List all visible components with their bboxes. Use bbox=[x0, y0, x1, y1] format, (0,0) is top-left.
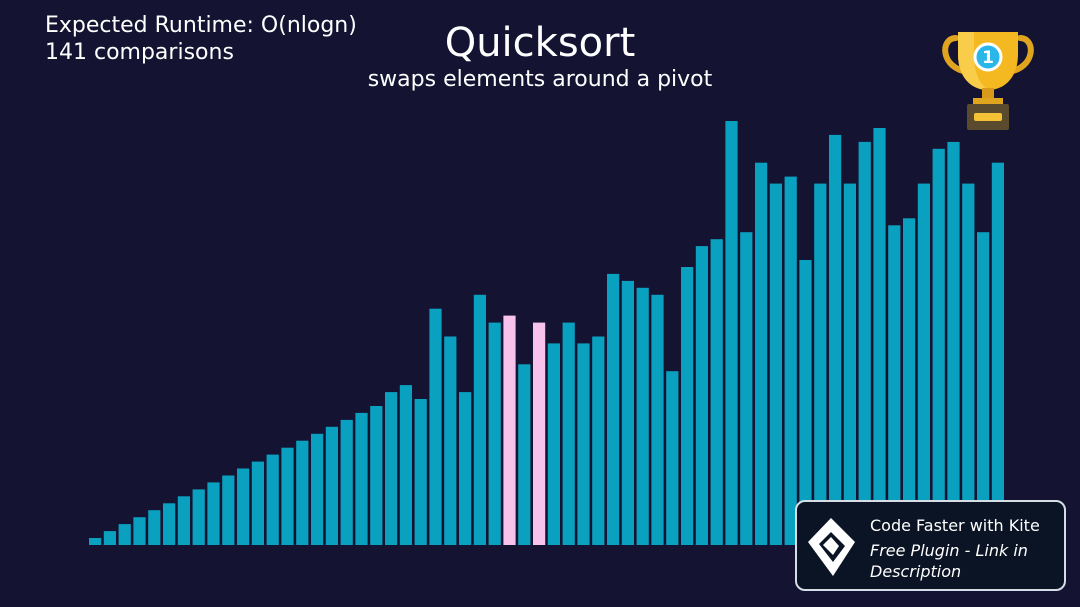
bar bbox=[370, 406, 383, 545]
bar bbox=[666, 371, 679, 545]
bar bbox=[932, 148, 945, 546]
trophy-icon: 1 bbox=[942, 32, 1034, 130]
bar bbox=[799, 260, 812, 545]
kite-promo-card[interactable]: Code Faster with Kite Free Plugin - Link… bbox=[795, 500, 1066, 591]
bar bbox=[991, 162, 1004, 545]
bar bbox=[755, 162, 768, 545]
pivot-bar bbox=[533, 322, 546, 545]
bar bbox=[784, 176, 797, 545]
bar bbox=[429, 308, 442, 545]
bar bbox=[962, 183, 975, 545]
bar bbox=[888, 225, 901, 546]
bar bbox=[903, 218, 916, 546]
bar bbox=[488, 322, 501, 545]
bar bbox=[414, 399, 427, 545]
bar bbox=[148, 510, 161, 545]
bar bbox=[281, 447, 294, 545]
bar bbox=[947, 141, 960, 545]
bar bbox=[133, 517, 146, 545]
bar bbox=[858, 141, 871, 545]
pivot-bar bbox=[503, 315, 516, 545]
bar bbox=[385, 392, 398, 545]
bar bbox=[607, 273, 620, 545]
bar bbox=[192, 489, 205, 545]
bar bbox=[177, 496, 190, 545]
bar bbox=[621, 280, 634, 545]
bar bbox=[444, 336, 457, 545]
bar bbox=[740, 232, 753, 545]
bar bbox=[577, 343, 590, 545]
bar bbox=[814, 183, 827, 545]
bar bbox=[118, 524, 131, 545]
bar bbox=[311, 433, 324, 545]
expected-runtime-label: Expected Runtime: O(nlogn) bbox=[45, 13, 357, 38]
promo-title: Code Faster with Kite bbox=[870, 516, 1040, 535]
promo-subtitle: Free Plugin - Link in Description bbox=[870, 541, 1028, 581]
bar bbox=[547, 343, 560, 545]
bar bbox=[843, 183, 856, 545]
bar bbox=[873, 128, 886, 545]
bar bbox=[340, 419, 353, 545]
bar bbox=[473, 294, 486, 545]
bar bbox=[399, 385, 412, 545]
algorithm-title: Quicksort bbox=[444, 20, 636, 66]
bar bbox=[725, 121, 738, 545]
bar bbox=[251, 461, 264, 545]
bar bbox=[237, 468, 250, 545]
bar bbox=[681, 267, 694, 545]
trophy-rank: 1 bbox=[982, 48, 994, 68]
bar bbox=[651, 294, 664, 545]
comparisons-count: 141 comparisons bbox=[45, 40, 234, 65]
bar bbox=[769, 183, 782, 545]
bar bbox=[103, 531, 116, 545]
bar bbox=[296, 440, 309, 545]
bar bbox=[592, 336, 605, 545]
bar bbox=[710, 239, 723, 545]
bar bbox=[355, 412, 368, 545]
bar bbox=[695, 246, 708, 545]
bar bbox=[829, 134, 842, 545]
bar bbox=[977, 232, 990, 545]
bar bbox=[917, 183, 930, 545]
bar bbox=[207, 482, 220, 545]
algorithm-subtitle: swaps elements around a pivot bbox=[367, 67, 713, 92]
kite-logo-icon bbox=[808, 518, 855, 576]
bar bbox=[636, 287, 649, 545]
bar bbox=[518, 364, 531, 545]
bar bbox=[266, 454, 279, 545]
bar bbox=[562, 322, 575, 545]
bar bbox=[459, 392, 472, 545]
bar bbox=[89, 538, 102, 545]
bar bbox=[222, 475, 235, 545]
bar bbox=[163, 503, 176, 545]
stats-panel: Expected Runtime: O(nlogn) 141 compariso… bbox=[45, 12, 357, 66]
bar bbox=[325, 426, 338, 545]
